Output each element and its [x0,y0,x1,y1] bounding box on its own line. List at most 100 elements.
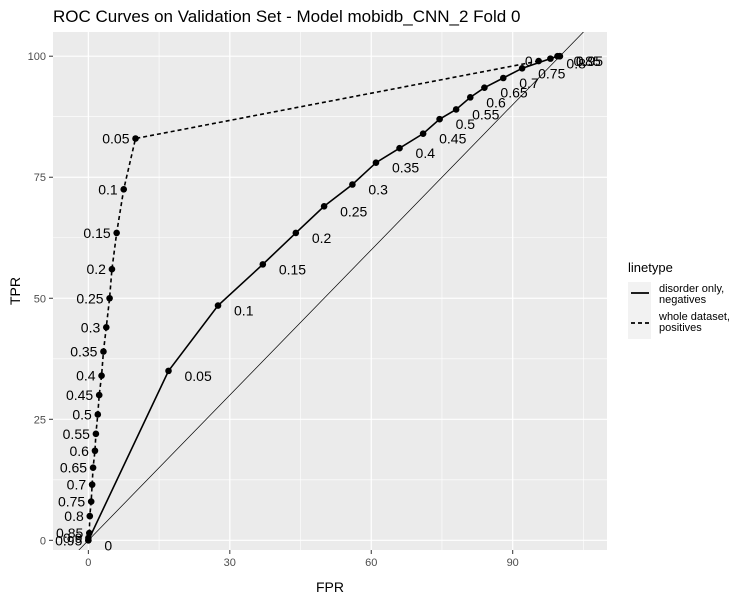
data-point [292,229,300,237]
data-point [98,372,105,380]
point-label: 0 [104,537,112,553]
data-point [91,447,99,455]
point-label: 0.35 [70,344,97,360]
point-label: 0.25 [340,203,367,219]
point-label: 0.05 [102,131,129,147]
point-label: 0.75 [58,494,85,510]
y-tick-label: 75 [34,172,46,184]
data-point [102,324,110,331]
point-label: 0.4 [416,145,436,161]
data-point [86,529,93,537]
point-label: 0.45 [439,131,466,147]
data-point [86,512,94,520]
data-point [259,261,267,268]
data-point [120,186,128,193]
y-axis: 0 25 50 75 100 [28,51,53,547]
point-label: 0.75 [538,65,565,81]
legend-title: linetype [628,260,673,275]
data-point [87,498,95,505]
x-axis-title: FPR [316,579,344,595]
data-point [452,106,460,113]
point-label: 0.3 [81,319,101,335]
point-label: 0.6 [69,443,89,459]
x-tick-label: 90 [507,557,519,569]
point-label: 0.3 [368,181,388,197]
point-label: 0.15 [83,225,110,241]
data-point [100,348,107,355]
y-axis-title: TPR [7,277,23,305]
point-label: 0.5 [456,116,476,132]
data-point [89,464,97,472]
data-point [518,65,526,72]
data-point [499,74,507,82]
data-point [165,367,172,375]
point-label: 0.65 [500,85,527,101]
point-label: 0.85 [573,53,600,69]
legend-label: disorder only, [659,283,724,295]
point-label: 0.55 [472,106,499,122]
data-point [320,202,328,210]
data-point [94,411,102,418]
x-tick-label: 60 [365,557,377,569]
point-label: 0.8 [566,56,586,72]
point-label: 0.95 [576,53,603,69]
series-line-1 [87,60,539,541]
chart-title: ROC Curves on Validation Set - Model mob… [53,7,520,26]
point-label: 0.4 [76,368,96,384]
point-label: 0.6 [486,94,506,110]
x-tick-label: 30 [224,557,236,569]
point-labels: 00.050.10.150.20.250.30.350.40.450.50.55… [55,53,603,553]
x-axis: 0 30 60 90 [85,550,519,569]
reference-diagonal [78,32,584,550]
point-label: 0.9 [63,530,83,546]
legend-label: negatives [659,294,707,306]
point-label: 0.55 [63,426,90,442]
data-point [349,181,356,188]
point-label: 0.2 [86,261,106,277]
data-point [466,94,474,101]
point-label: 0.5 [72,406,92,422]
data-point [88,481,96,488]
y-tick-label: 25 [34,414,46,426]
data-point [535,57,542,65]
y-tick-label: 100 [28,51,46,63]
data-point [113,229,120,237]
data-point [372,159,380,167]
data-point [556,52,564,60]
y-tick-label: 50 [34,293,46,305]
point-label: 0.1 [234,303,254,319]
diagonal-reference-line [78,32,584,550]
point-label: 0.35 [392,160,419,176]
data-point [547,55,554,62]
data-point [132,135,139,142]
data-point [106,294,113,302]
legend-key-bg [628,305,651,339]
point-label: 0.65 [60,460,87,476]
point-label: 0.1 [98,181,118,197]
point-label: 0.7 [67,477,87,493]
data-point [396,144,403,152]
y-tick-label: 0 [40,535,46,547]
plot-panel [53,32,607,550]
series-points [85,52,564,544]
point-label: 0.05 [185,368,212,384]
data-point [419,130,427,137]
point-label: 0.15 [279,261,306,277]
legend-label: positives [659,322,702,334]
data-point [214,302,222,309]
point-label: 0.8 [64,508,84,524]
point-label: 0.95 [55,532,82,548]
point-label: 0.2 [312,230,332,246]
data-point [108,265,116,273]
data-point [481,84,488,91]
legend-label: whole dataset, [658,311,730,323]
point-label: 0 [525,53,533,69]
point-label: 0.85 [56,525,83,541]
point-label: 0.7 [519,75,539,91]
data-point [95,391,103,399]
data-point [92,430,100,438]
point-label: 0.25 [76,290,103,306]
legend: linetype disorder only,negatives whole da… [628,260,730,339]
data-point [436,115,443,123]
